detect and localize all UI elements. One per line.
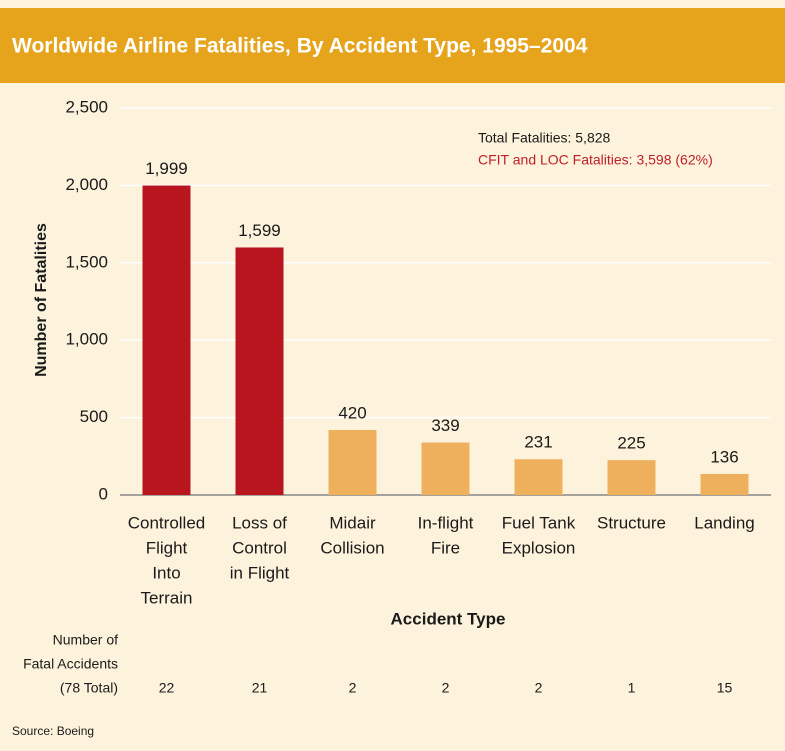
accident-count: 2 <box>349 680 357 696</box>
source: Source: Boeing <box>12 724 94 738</box>
x-tick-label: Into <box>152 563 180 582</box>
y-tick-label: 2,500 <box>65 97 108 116</box>
x-tick-label: Control <box>232 538 287 557</box>
bar <box>235 247 284 495</box>
bar <box>142 185 191 495</box>
accident-count: 2 <box>442 680 450 696</box>
title-band <box>0 8 785 83</box>
x-tick-label: in Flight <box>230 563 290 582</box>
annotation: Total Fatalities: 5,828 <box>478 130 611 146</box>
value-label: 420 <box>338 403 366 422</box>
value-label: 1,999 <box>145 159 188 178</box>
y-tick-label: 1,500 <box>65 252 108 271</box>
x-tick-label: Fuel Tank <box>502 513 576 532</box>
bar <box>514 459 563 495</box>
x-tick-label: Loss of <box>232 513 287 532</box>
annotation: CFIT and LOC Fatalities: 3,598 (62%) <box>478 152 713 168</box>
accident-header: Number of <box>53 632 118 648</box>
value-label: 231 <box>524 433 552 452</box>
y-tick-label: 0 <box>99 484 108 503</box>
x-tick-label: In-flight <box>418 513 474 532</box>
accident-count: 2 <box>535 680 543 696</box>
bar <box>700 473 749 495</box>
accident-header: (78 Total) <box>60 680 118 696</box>
chart-title: Worldwide Airline Fatalities, By Acciden… <box>12 35 588 58</box>
accident-header: Fatal Accidents <box>23 656 118 672</box>
x-tick-label: Explosion <box>502 538 576 557</box>
accident-count: 1 <box>628 680 636 696</box>
x-tick-label: Landing <box>694 513 755 532</box>
y-tick-label: 500 <box>80 407 108 426</box>
value-label: 339 <box>431 416 459 435</box>
y-axis-label: Number of Fatalities <box>33 223 50 377</box>
x-tick-label: Structure <box>597 513 666 532</box>
accident-count: 15 <box>717 680 733 696</box>
bar <box>421 442 470 495</box>
y-tick-label: 2,000 <box>65 175 108 194</box>
accident-count: 21 <box>252 680 268 696</box>
x-tick-label: Collision <box>320 538 384 557</box>
bar <box>328 429 377 495</box>
y-tick-label: 1,000 <box>65 330 108 349</box>
value-label: 136 <box>710 447 738 466</box>
x-tick-label: Fire <box>431 538 460 557</box>
x-tick-label: Terrain <box>141 588 193 607</box>
x-tick-label: Controlled <box>128 513 206 532</box>
value-label: 225 <box>617 434 645 453</box>
x-tick-label: Flight <box>146 538 188 557</box>
value-label: 1,599 <box>238 221 281 240</box>
bar <box>607 460 656 495</box>
x-tick-label: Midair <box>329 513 376 532</box>
x-axis-label: Accident Type <box>391 609 506 628</box>
accident-count: 22 <box>159 680 175 696</box>
